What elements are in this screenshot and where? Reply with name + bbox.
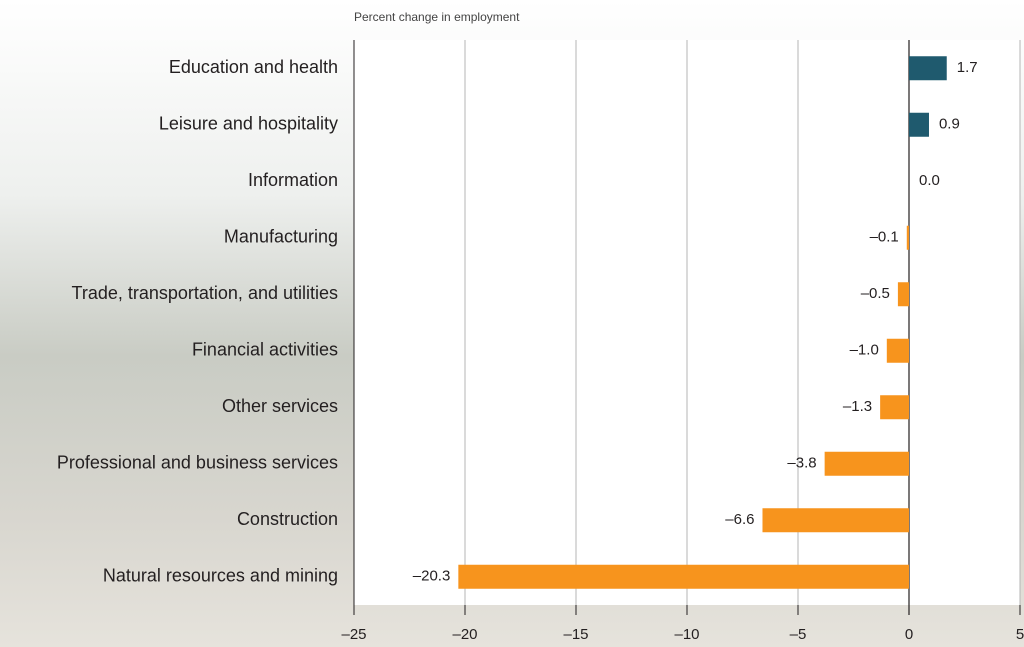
value-label: –0.1 <box>870 229 899 246</box>
x-tick-label: –5 <box>790 626 807 643</box>
value-label: –1.3 <box>843 398 872 415</box>
value-label: –20.3 <box>413 568 451 585</box>
value-label: 0.0 <box>919 172 940 189</box>
bar <box>880 395 909 420</box>
bar <box>762 508 909 533</box>
bar <box>458 564 909 589</box>
bar <box>909 112 929 137</box>
x-tick-label: 5 <box>1016 626 1024 643</box>
x-tick-label: –20 <box>452 626 477 643</box>
value-label: –6.6 <box>725 511 754 528</box>
category-label: Construction <box>237 509 338 529</box>
category-label: Financial activities <box>192 340 338 360</box>
x-tick-label: 0 <box>905 626 913 643</box>
x-tick-label: –25 <box>341 626 366 643</box>
category-label: Professional and business services <box>57 453 338 473</box>
category-label: Trade, transportation, and utilities <box>72 283 338 303</box>
bar <box>897 282 909 307</box>
bar <box>824 451 909 476</box>
bar <box>906 225 909 250</box>
value-label: 1.7 <box>957 59 978 76</box>
category-label: Information <box>248 170 338 190</box>
x-tick-label: –10 <box>674 626 699 643</box>
category-label: Manufacturing <box>224 227 338 247</box>
bar <box>909 56 947 81</box>
x-tick-label: –15 <box>563 626 588 643</box>
value-label: –1.0 <box>850 342 879 359</box>
value-label: 0.9 <box>939 116 960 133</box>
chart-title: Percent change in employment <box>354 10 520 24</box>
category-label: Leisure and hospitality <box>159 114 338 134</box>
category-label: Education and health <box>169 57 338 77</box>
value-label: –3.8 <box>787 455 816 472</box>
category-label: Other services <box>222 396 338 416</box>
value-label: –0.5 <box>861 285 890 302</box>
category-label: Natural resources and mining <box>103 566 338 586</box>
bar <box>886 338 909 363</box>
